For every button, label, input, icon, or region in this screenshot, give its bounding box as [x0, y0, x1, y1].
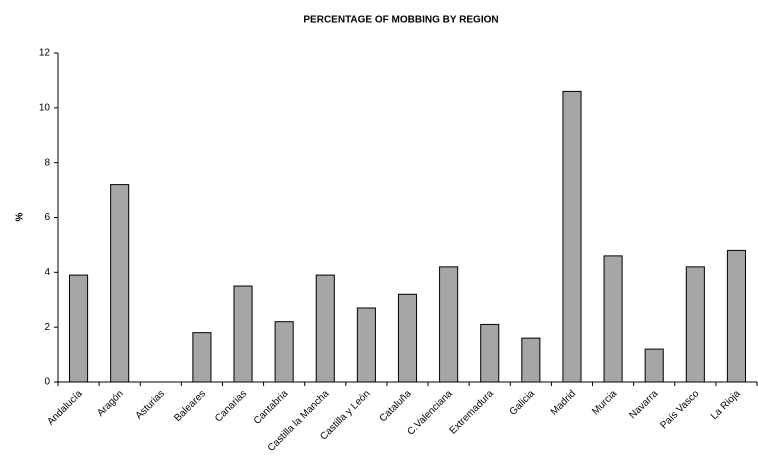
bar	[726, 249, 746, 383]
bar	[233, 285, 253, 383]
x-tick-label: Canarias	[213, 388, 249, 424]
x-tick-label: Murcia	[590, 388, 619, 417]
y-tick-label: 10	[39, 102, 51, 113]
bar	[480, 323, 500, 383]
bar	[315, 274, 335, 383]
bar	[439, 266, 459, 383]
bar	[274, 321, 294, 383]
x-tick-label: Cantabria	[252, 388, 291, 427]
x-tick-label: Extremadura	[448, 388, 497, 437]
bar	[685, 266, 705, 383]
bar	[192, 332, 212, 383]
y-tick-label: 12	[39, 48, 51, 59]
x-tick-label: Andalucía	[45, 388, 85, 428]
x-tick-label: Aragón	[95, 388, 126, 419]
x-tick-label: La Rioja	[709, 388, 743, 422]
bar	[521, 337, 541, 383]
x-tick-label: Asturias	[134, 388, 167, 421]
bar	[397, 293, 418, 383]
x-tick-label: Navarra	[627, 388, 660, 421]
x-tick-label: Galicia	[508, 388, 538, 418]
x-tick-label: País Vasco	[658, 388, 701, 431]
y-tick-label: 0	[44, 377, 50, 388]
y-axis-label: %	[15, 212, 26, 221]
chart-title: PERCENTAGE OF MOBBING BY REGION	[303, 15, 498, 26]
y-tick-label: 2	[44, 322, 50, 333]
bar	[69, 274, 89, 383]
x-tick-label: Cataluña	[378, 388, 414, 424]
bar	[603, 255, 623, 383]
y-tick-label: 8	[44, 157, 50, 168]
y-tick-label: 4	[44, 267, 50, 278]
bar	[644, 348, 664, 383]
x-tick-label: Baleares	[172, 388, 208, 424]
bar	[356, 307, 376, 383]
bar	[562, 90, 582, 383]
bar	[110, 184, 130, 383]
x-tick-label: Madrid	[549, 388, 578, 417]
y-tick-label: 6	[44, 212, 50, 223]
